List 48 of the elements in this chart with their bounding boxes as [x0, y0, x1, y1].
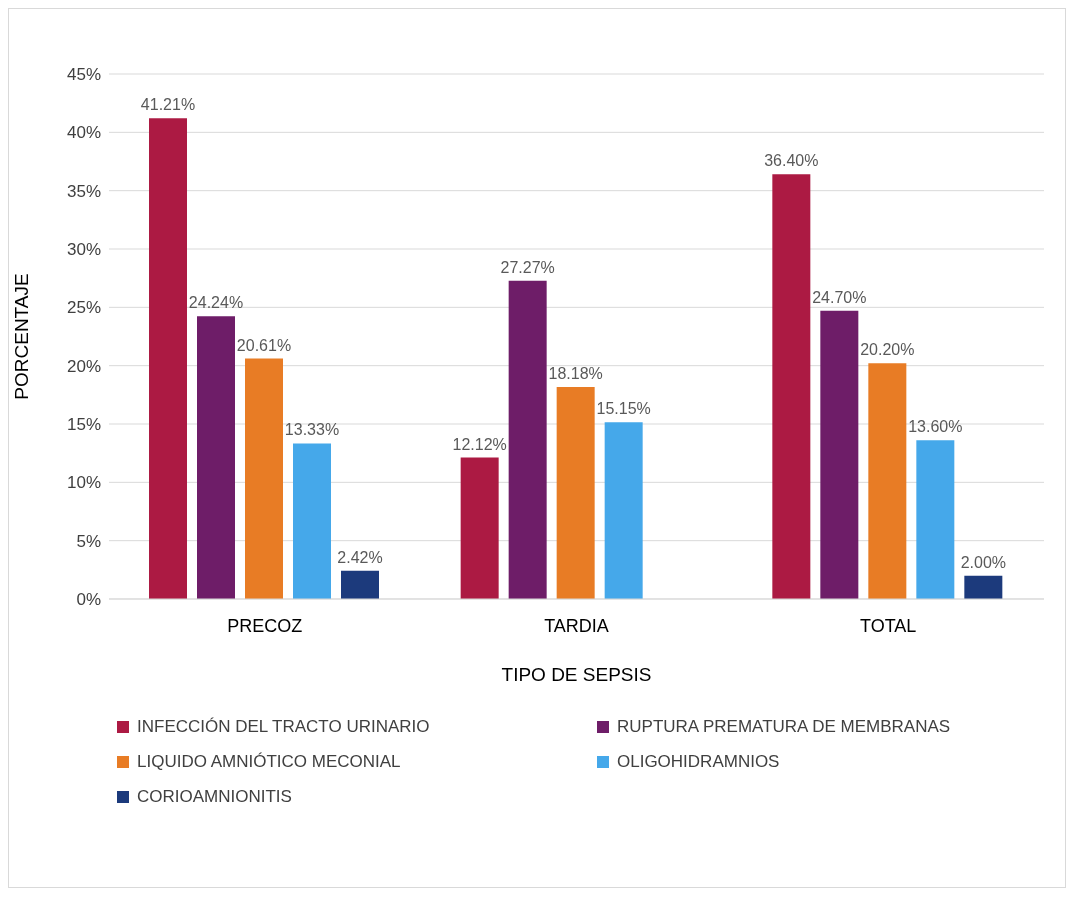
bar: [604, 422, 643, 599]
y-tick-label: 15%: [66, 415, 101, 435]
x-tick-label: PRECOZ: [227, 615, 303, 636]
bar: [197, 316, 235, 599]
y-tick-label: 45%: [66, 65, 101, 85]
y-axis-title: PORCENTAJE: [10, 273, 32, 400]
bar: [508, 280, 547, 599]
y-tick-label: 5%: [76, 531, 101, 551]
data-label: 24.70%: [812, 288, 867, 306]
data-label: 36.40%: [764, 152, 819, 170]
data-label: 2.00%: [960, 553, 1007, 571]
bar: [868, 363, 907, 599]
x-axis-title: TIPO DE SEPSIS: [501, 664, 652, 685]
bar: [245, 358, 283, 599]
x-tick-label: TARDIA: [544, 615, 609, 636]
data-label: 20.61%: [236, 336, 292, 354]
y-tick-label: 10%: [66, 473, 101, 493]
data-label: 20.20%: [860, 341, 915, 359]
bar: [556, 386, 595, 599]
legend-label: INFECCIÓN DEL TRACTO URINARIO: [137, 716, 430, 737]
data-label: 13.33%: [284, 421, 340, 439]
legend-label: LIQUIDO AMNIÓTICO MECONIAL: [137, 751, 401, 772]
bar: [772, 174, 811, 599]
legend-label: RUPTURA PREMATURA DE MEMBRANAS: [617, 716, 951, 737]
data-label: 18.18%: [548, 364, 603, 382]
x-tick-label: TOTAL: [859, 615, 917, 636]
data-label: 27.27%: [500, 258, 555, 276]
bar: [916, 440, 955, 599]
data-label: 24.24%: [188, 294, 244, 312]
bar: [964, 575, 1003, 599]
data-label: 12.12%: [452, 435, 507, 453]
bar: [820, 310, 859, 599]
legend-label: OLIGOHIDRAMNIOS: [617, 751, 780, 772]
y-tick-label: 25%: [66, 298, 101, 318]
data-label: 15.15%: [596, 400, 651, 418]
y-tick-label: 35%: [66, 181, 101, 201]
data-label: 13.60%: [908, 418, 963, 436]
bar: [460, 457, 499, 599]
y-tick-label: 40%: [66, 123, 101, 143]
legend-label: CORIOAMNIONITIS: [137, 786, 292, 807]
bar: [293, 443, 331, 599]
bar: [341, 570, 379, 599]
data-label: 41.21%: [140, 96, 196, 114]
y-tick-label: 20%: [66, 356, 101, 376]
y-tick-label: 0%: [76, 590, 101, 610]
data-label: 2.42%: [337, 548, 383, 566]
y-tick-label: 30%: [66, 240, 101, 260]
bar: [149, 118, 187, 599]
